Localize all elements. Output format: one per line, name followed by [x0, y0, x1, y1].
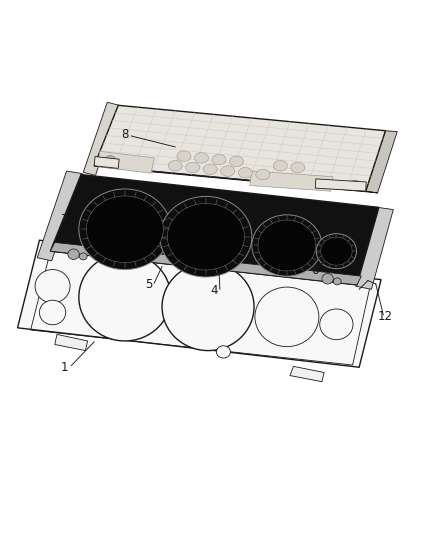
- Text: 12: 12: [378, 310, 393, 324]
- Ellipse shape: [168, 160, 182, 171]
- Text: 5: 5: [145, 278, 152, 290]
- Text: 7: 7: [61, 213, 69, 225]
- Text: 4: 4: [211, 284, 219, 297]
- Polygon shape: [50, 243, 361, 285]
- Ellipse shape: [160, 197, 252, 277]
- Ellipse shape: [230, 156, 244, 167]
- Ellipse shape: [105, 156, 116, 165]
- Polygon shape: [94, 166, 378, 193]
- Ellipse shape: [35, 270, 70, 303]
- Ellipse shape: [316, 233, 357, 269]
- Ellipse shape: [216, 346, 230, 358]
- Ellipse shape: [238, 167, 252, 178]
- Ellipse shape: [186, 162, 200, 173]
- Ellipse shape: [68, 249, 79, 260]
- Ellipse shape: [256, 169, 270, 180]
- Polygon shape: [366, 131, 397, 193]
- Ellipse shape: [321, 237, 352, 265]
- Polygon shape: [83, 102, 119, 175]
- Ellipse shape: [255, 287, 319, 346]
- Ellipse shape: [162, 263, 254, 351]
- Polygon shape: [18, 240, 381, 367]
- Polygon shape: [356, 207, 393, 289]
- Ellipse shape: [252, 215, 322, 276]
- Polygon shape: [50, 174, 379, 285]
- Polygon shape: [37, 171, 82, 261]
- Ellipse shape: [349, 180, 360, 190]
- Ellipse shape: [39, 300, 66, 325]
- Ellipse shape: [322, 273, 333, 284]
- Ellipse shape: [221, 166, 235, 176]
- Text: 8: 8: [121, 128, 128, 141]
- Text: 1: 1: [61, 361, 69, 374]
- Ellipse shape: [203, 164, 217, 174]
- Polygon shape: [250, 171, 333, 191]
- Ellipse shape: [79, 253, 87, 260]
- Ellipse shape: [79, 189, 171, 270]
- Polygon shape: [94, 106, 385, 191]
- Ellipse shape: [273, 160, 287, 171]
- Ellipse shape: [86, 196, 163, 263]
- Ellipse shape: [167, 204, 244, 270]
- Polygon shape: [97, 151, 154, 173]
- Ellipse shape: [212, 155, 226, 165]
- Ellipse shape: [194, 152, 208, 163]
- Ellipse shape: [291, 162, 305, 173]
- Ellipse shape: [333, 278, 341, 285]
- Polygon shape: [94, 157, 119, 168]
- Ellipse shape: [177, 151, 191, 161]
- Ellipse shape: [258, 220, 316, 271]
- Ellipse shape: [79, 253, 171, 341]
- Polygon shape: [290, 366, 324, 382]
- Text: 6: 6: [311, 264, 319, 277]
- Ellipse shape: [320, 309, 353, 340]
- Polygon shape: [315, 179, 366, 191]
- Polygon shape: [55, 334, 88, 351]
